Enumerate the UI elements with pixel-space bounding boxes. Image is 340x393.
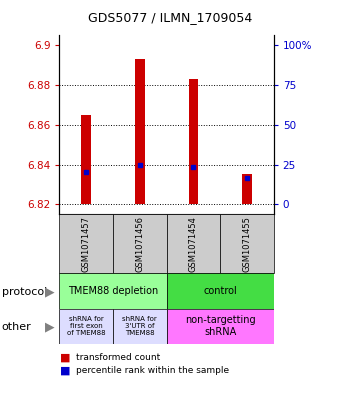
- Bar: [167, 273, 274, 309]
- Bar: [189, 79, 198, 204]
- Text: protocol: protocol: [2, 286, 47, 297]
- Bar: [113, 309, 167, 344]
- Text: other: other: [2, 322, 31, 332]
- Text: GSM1071457: GSM1071457: [82, 216, 91, 272]
- Text: transformed count: transformed count: [76, 353, 161, 362]
- Text: GDS5077 / ILMN_1709054: GDS5077 / ILMN_1709054: [88, 11, 252, 24]
- Bar: [59, 214, 113, 273]
- Bar: [113, 214, 167, 273]
- Text: ▶: ▶: [45, 320, 54, 334]
- Bar: [167, 309, 274, 344]
- Bar: [220, 214, 274, 273]
- Text: ■: ■: [59, 353, 70, 363]
- Text: control: control: [203, 286, 237, 296]
- Text: ▶: ▶: [45, 285, 54, 298]
- Text: percentile rank within the sample: percentile rank within the sample: [76, 366, 230, 375]
- Text: GSM1071454: GSM1071454: [189, 216, 198, 272]
- Bar: [82, 115, 91, 204]
- Text: GSM1071456: GSM1071456: [135, 216, 144, 272]
- Text: GSM1071455: GSM1071455: [242, 216, 251, 272]
- Text: shRNA for
first exon
of TMEM88: shRNA for first exon of TMEM88: [67, 316, 106, 336]
- Bar: [167, 214, 220, 273]
- Bar: [59, 309, 113, 344]
- Bar: [59, 273, 167, 309]
- Text: shRNA for
3'UTR of
TMEM88: shRNA for 3'UTR of TMEM88: [122, 316, 157, 336]
- Text: TMEM88 depletion: TMEM88 depletion: [68, 286, 158, 296]
- Bar: [242, 174, 252, 204]
- Text: non-targetting
shRNA: non-targetting shRNA: [185, 316, 255, 337]
- Bar: [135, 59, 144, 204]
- Text: ■: ■: [59, 365, 70, 375]
